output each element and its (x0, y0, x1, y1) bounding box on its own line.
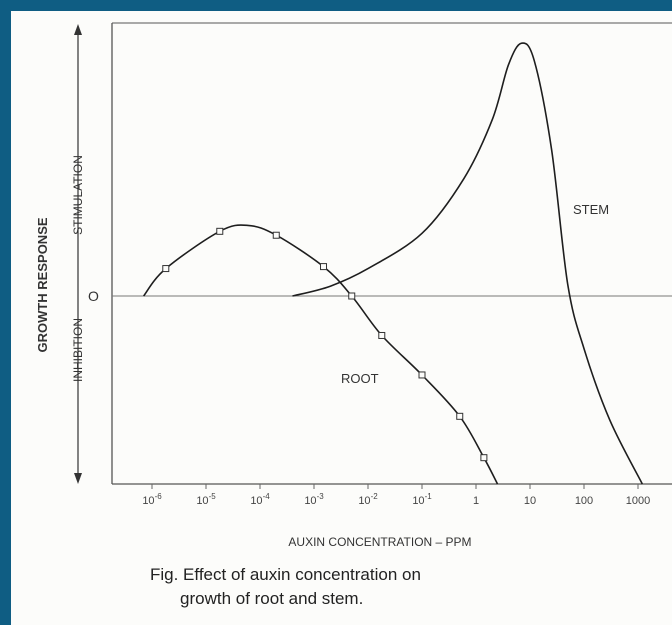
series-label-stem: STEM (573, 202, 609, 217)
x-tick-label: 10-1 (412, 492, 432, 507)
series-line-stem (292, 42, 644, 485)
data-point-root (162, 265, 170, 273)
series-label-root: ROOT (341, 371, 379, 386)
x-tick-label: 10-3 (304, 492, 324, 507)
zero-label: O (88, 288, 99, 304)
data-point-root (320, 263, 328, 271)
x-axis-title: AUXIN CONCENTRATION – PPM (288, 535, 471, 549)
x-tick-label: 10-5 (196, 492, 216, 507)
y-arrow-up-head (74, 24, 82, 35)
x-ticks: 10-6 10-5 10-4 10-3 10-2 10-1 1 10 100 1000 (142, 484, 650, 507)
x-tick-label: 100 (575, 495, 593, 507)
figure-caption: Fig. Effect of auxin concentration on gr… (150, 563, 620, 611)
x-tick-label: 10-2 (358, 492, 378, 507)
y-stimulation-label: STIMULATION (71, 155, 85, 235)
caption-line-2: growth of root and stem. (180, 589, 364, 608)
x-tick-label: 10-4 (250, 492, 270, 507)
data-point-root (272, 231, 280, 239)
x-tick-label: 1000 (626, 495, 650, 507)
data-point-root (378, 331, 386, 339)
data-point-root (348, 292, 356, 300)
series (142, 42, 644, 485)
y-inhibition-label: INHIBITION (71, 318, 85, 382)
caption-line-1: Fig. Effect of auxin concentration on (150, 565, 421, 584)
x-tick-label: 10 (524, 495, 536, 507)
data-point-root (418, 371, 426, 379)
x-tick-label: 10-6 (142, 492, 162, 507)
y-axis-title: GROWTH RESPONSE (35, 217, 50, 352)
y-arrow-down-head (74, 473, 82, 484)
x-tick-label: 1 (473, 495, 479, 507)
data-point-root (480, 454, 488, 462)
data-point-root (456, 412, 464, 420)
data-point-root (216, 227, 224, 235)
